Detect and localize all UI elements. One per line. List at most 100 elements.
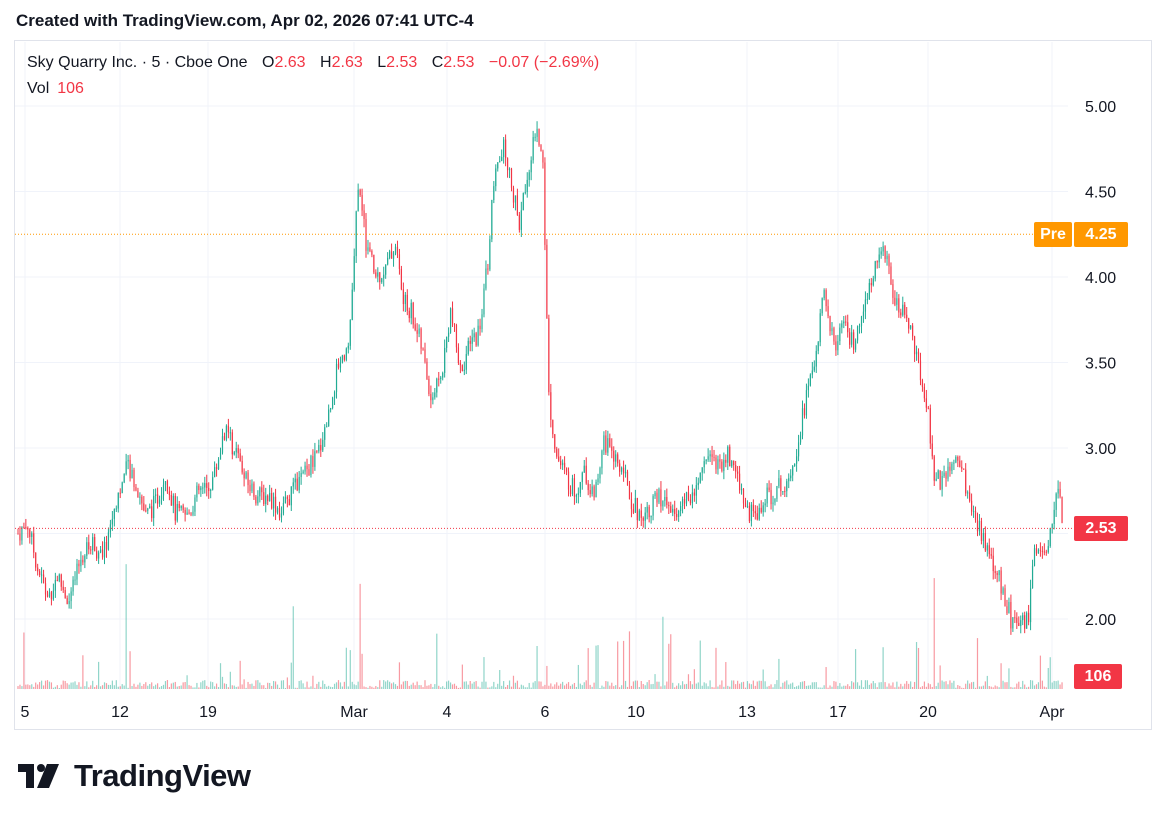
candle-body	[261, 487, 263, 493]
candle-body	[845, 321, 847, 323]
volume-bar	[913, 681, 916, 689]
candle-body	[756, 513, 758, 520]
candle-body	[870, 282, 872, 286]
volume-bar	[717, 686, 719, 689]
volume-bar	[35, 682, 37, 689]
volume-bar	[469, 681, 471, 689]
volume-bar	[546, 665, 548, 689]
candle-body	[235, 448, 237, 453]
volume-bar	[996, 686, 998, 689]
y-tick-label: 2.00	[1085, 612, 1116, 629]
volume-bar	[1061, 682, 1063, 689]
candle-body	[1026, 612, 1028, 629]
volume-bar	[170, 683, 172, 689]
ohlc-legend: Sky Quarry Inc. · 5 · Cboe One O2.63 H2.…	[27, 54, 599, 72]
volume-bar	[778, 658, 780, 689]
volume-bar	[351, 681, 353, 689]
volume-label: Vol	[27, 80, 50, 97]
candle-body	[890, 266, 892, 285]
candle-body	[575, 494, 577, 497]
volume-bar	[796, 686, 798, 689]
volume-bar	[984, 681, 986, 689]
candle-body	[1000, 570, 1002, 594]
volume-bar	[459, 687, 461, 689]
candle-body	[428, 378, 430, 395]
candle-body	[408, 310, 410, 319]
candle-body	[941, 476, 943, 490]
candle-body	[729, 446, 731, 467]
candle-body	[854, 340, 857, 350]
candle-body	[762, 505, 764, 513]
volume-bar	[949, 680, 951, 689]
volume-bar	[345, 647, 347, 689]
candle-body	[503, 139, 505, 158]
candle-body	[485, 268, 487, 289]
volume-bar	[797, 685, 800, 689]
volume-bar	[908, 683, 910, 689]
volume-bar	[919, 687, 922, 689]
candle-body	[76, 563, 78, 580]
candle-body	[628, 485, 631, 500]
symbol-name[interactable]: Sky Quarry Inc. · 5 · Cboe One	[27, 54, 248, 71]
volume-bar	[864, 680, 867, 689]
volume-bar	[760, 680, 762, 689]
candle-body	[908, 318, 910, 329]
candle-body	[194, 497, 196, 512]
volume-bar	[493, 681, 495, 689]
candle-body	[21, 526, 23, 541]
candle-body	[273, 496, 275, 509]
volume-bar	[25, 684, 27, 689]
volume-bar	[390, 683, 393, 689]
candle-body	[190, 513, 192, 515]
volume-bars	[17, 564, 1063, 689]
candle-body	[1053, 509, 1055, 525]
volume-bar	[829, 685, 831, 689]
candle-body	[172, 495, 174, 506]
volume-bar	[658, 681, 660, 689]
candle-body	[54, 579, 56, 591]
volume-bar	[475, 681, 477, 689]
volume-bar	[611, 682, 613, 689]
volume-bar	[19, 684, 21, 689]
candle-body	[432, 397, 434, 401]
candle-body	[603, 435, 605, 451]
volume-bar	[312, 675, 314, 689]
volume-bar	[683, 684, 686, 689]
volume-bar	[383, 680, 385, 689]
x-tick-label: 19	[199, 704, 217, 721]
candle-body	[929, 408, 931, 444]
candle-body	[103, 541, 106, 558]
candle-body	[805, 390, 808, 416]
candle-body	[622, 467, 625, 474]
candle-body	[243, 472, 245, 479]
candle-body	[581, 472, 583, 482]
candle-body	[312, 456, 314, 467]
volume-bar	[963, 687, 965, 689]
volume-bar	[994, 685, 996, 689]
volume-bar	[589, 684, 591, 689]
candle-body	[25, 527, 27, 529]
candle-body	[392, 252, 395, 259]
candle-body	[46, 594, 49, 597]
candle-body	[74, 579, 76, 581]
volume-bar	[921, 686, 924, 689]
candle-body	[473, 333, 475, 338]
volume-bar	[424, 680, 426, 689]
volume-bar	[906, 681, 908, 689]
candle-body	[949, 466, 951, 471]
volume-bar	[194, 687, 196, 689]
volume-bar	[432, 687, 434, 689]
candle-body	[878, 254, 880, 263]
candle-body	[337, 363, 340, 368]
volume-bar	[357, 681, 359, 689]
candle-body	[180, 505, 182, 509]
volume-bar	[937, 682, 939, 689]
volume-bar	[972, 681, 975, 689]
candle-body	[39, 571, 41, 576]
candle-body	[111, 518, 113, 525]
candle-body	[591, 486, 593, 495]
volume-bar	[534, 681, 536, 689]
candle-body	[1047, 546, 1049, 553]
x-tick-label: 5	[21, 704, 30, 721]
